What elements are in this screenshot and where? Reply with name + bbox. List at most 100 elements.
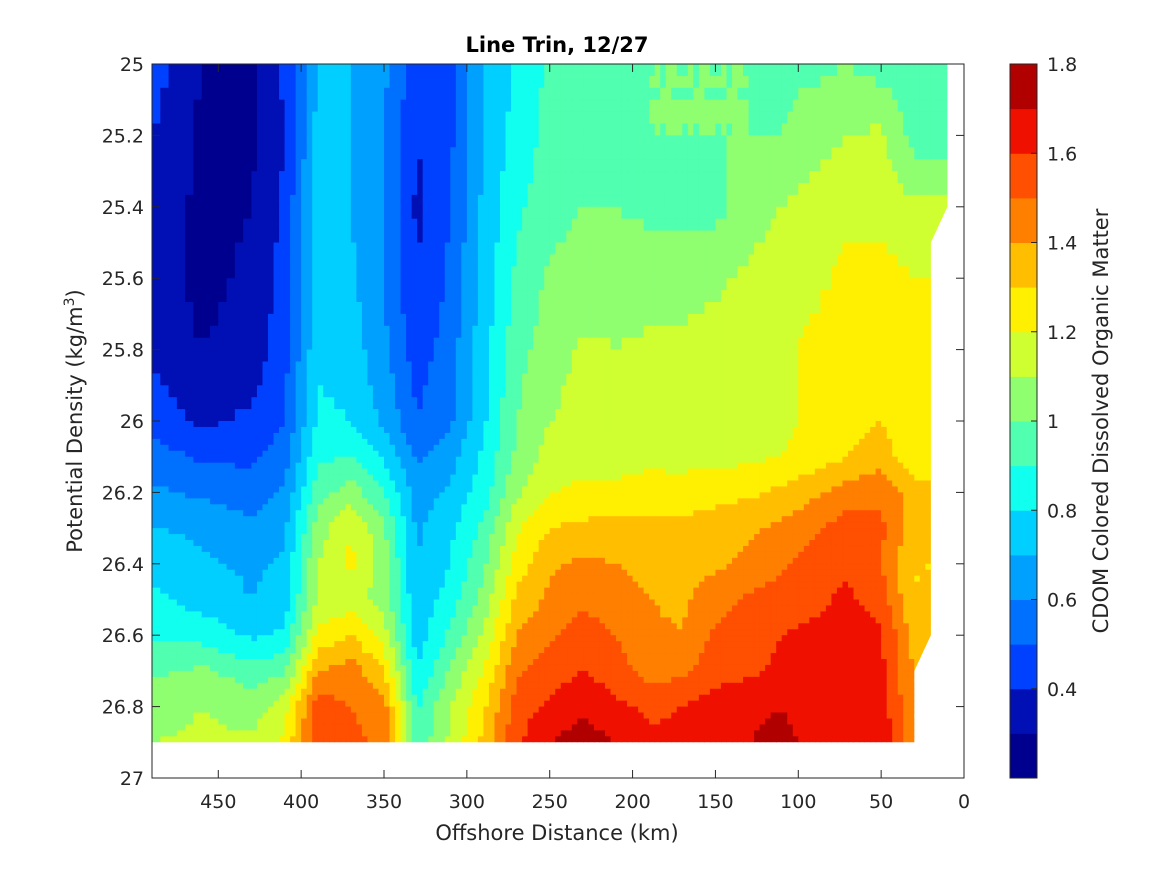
contour-cell <box>201 278 211 291</box>
contour-cell <box>870 337 877 351</box>
contour-cell <box>411 99 418 113</box>
contour-cell <box>560 278 567 291</box>
contour-cell <box>682 242 689 255</box>
contour-cell <box>715 64 722 77</box>
contour-cell <box>743 385 750 398</box>
contour-cell <box>378 385 385 398</box>
contour-cell <box>621 409 628 422</box>
contour-cell <box>925 385 932 398</box>
contour-cell <box>361 254 369 267</box>
contour-cell <box>251 373 258 386</box>
contour-cell <box>284 75 291 89</box>
contour-cell <box>577 75 584 89</box>
contour-cell <box>814 171 821 184</box>
contour-cell <box>649 290 656 303</box>
contour-cell <box>544 421 551 428</box>
contour-cell <box>538 444 545 452</box>
contour-cell <box>787 278 794 291</box>
contour-cell <box>770 409 777 422</box>
contour-cell <box>825 159 833 172</box>
contour-cell <box>367 99 374 113</box>
contour-cell <box>654 385 661 398</box>
contour-cell <box>859 218 866 232</box>
contour-cell <box>848 278 855 291</box>
contour-cell <box>776 147 783 160</box>
contour-cell <box>704 254 711 267</box>
contour-cell <box>350 438 357 446</box>
contour-cell <box>820 385 827 398</box>
contour-cell <box>776 361 783 374</box>
contour-cell <box>455 432 462 440</box>
contour-cell <box>284 218 291 232</box>
contour-cell <box>599 385 606 398</box>
contour-cell <box>803 385 810 398</box>
contour-cell <box>599 99 606 113</box>
contour-cell <box>765 409 772 422</box>
contour-cell <box>301 444 308 452</box>
contour-cell <box>621 426 628 434</box>
contour-cell <box>732 325 739 339</box>
contour-cell <box>748 426 755 434</box>
contour-cell <box>919 290 926 303</box>
contour-cell <box>450 183 457 196</box>
contour-cell <box>836 87 844 101</box>
contour-cell <box>604 349 612 363</box>
contour-cell <box>533 254 540 267</box>
contour-cell <box>754 75 761 89</box>
contour-cell <box>665 194 672 208</box>
contour-cell <box>930 159 937 172</box>
contour-cell <box>715 373 722 386</box>
contour-cell <box>505 242 512 255</box>
contour-cell <box>527 426 534 434</box>
contour-cell <box>660 421 667 428</box>
contour-cell <box>323 337 330 351</box>
contour-cell <box>599 438 606 446</box>
contour-cell <box>461 397 468 410</box>
contour-cell <box>549 87 556 101</box>
contour-cell <box>317 194 324 208</box>
contour-cell <box>160 462 170 470</box>
contour-cell <box>284 159 291 172</box>
contour-cell <box>262 349 269 363</box>
contour-cell <box>389 302 396 315</box>
contour-cell <box>875 432 882 440</box>
contour-cell <box>516 444 523 452</box>
contour-cell <box>323 361 330 374</box>
contour-cell <box>919 385 926 398</box>
contour-cell <box>301 242 308 255</box>
contour-cell <box>356 444 363 452</box>
contour-cell <box>361 432 369 440</box>
contour-cell <box>544 373 551 386</box>
contour-cell <box>649 278 656 291</box>
contour-cell <box>176 75 186 89</box>
contour-cell <box>494 123 501 136</box>
contour-cell <box>350 349 357 363</box>
contour-cell <box>295 444 302 452</box>
contour-cell <box>781 349 788 363</box>
contour-cell <box>422 135 429 148</box>
contour-cell <box>908 194 915 208</box>
contour-cell <box>345 385 352 398</box>
contour-cell <box>870 87 877 101</box>
contour-cell <box>687 183 694 196</box>
contour-cell <box>334 421 341 428</box>
contour-cell <box>787 75 794 89</box>
contour-cell <box>632 278 639 291</box>
contour-cell <box>279 123 286 136</box>
contour-cell <box>500 373 507 386</box>
contour-cell <box>555 432 562 440</box>
contour-cell <box>715 450 722 458</box>
contour-cell <box>511 373 518 386</box>
contour-cell <box>720 426 728 434</box>
contour-cell <box>328 373 335 386</box>
contour-cell <box>726 242 733 255</box>
contour-cell <box>339 397 346 410</box>
contour-cell <box>820 183 827 196</box>
contour-cell <box>643 325 650 339</box>
contour-cell <box>234 421 244 428</box>
contour-cell <box>660 230 667 244</box>
contour-cell <box>582 123 589 136</box>
contour-cell <box>234 99 244 113</box>
contour-cell <box>306 111 313 125</box>
contour-cell <box>737 385 744 398</box>
